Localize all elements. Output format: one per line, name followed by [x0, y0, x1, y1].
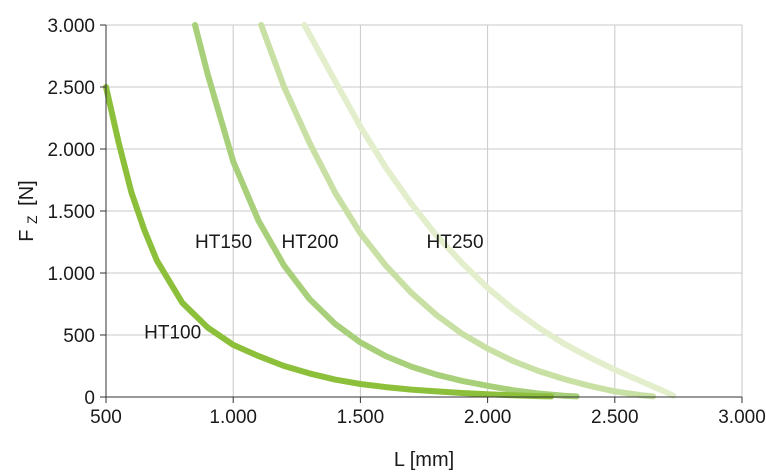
x-tick-label: 1.000 — [209, 407, 257, 428]
y-tick-labels: 0 500 1.000 1.500 2.000 2.500 3.000 — [47, 16, 95, 409]
series-line-ht200 — [258, 22, 656, 400]
grid — [106, 24, 743, 397]
y-tick-label: 0 — [84, 388, 95, 409]
axes — [100, 24, 743, 403]
series-line-ht100 — [103, 84, 555, 400]
series-layer — [103, 22, 677, 400]
x-tick-labels: 500 1.000 1.500 2.000 2.500 3.000 — [90, 407, 766, 428]
y-tick-label: 2.000 — [47, 140, 95, 161]
y-axis-title-main: F — [16, 230, 38, 242]
y-tick-label: 1.500 — [47, 202, 95, 223]
x-tick-label: 3.000 — [718, 407, 766, 428]
series-labels: HT100 HT150 HT200 HT250 — [144, 232, 483, 344]
y-tick-label: 500 — [63, 326, 95, 347]
x-tick-label: 500 — [90, 407, 122, 428]
series-label-ht250: HT250 — [427, 232, 484, 253]
y-axis-title-sub: Z — [24, 215, 40, 224]
x-axis-title: L [mm] — [394, 449, 454, 471]
y-axis-title-unit: [N] — [16, 180, 38, 206]
series-line-ht150 — [192, 22, 580, 400]
y-tick-label: 2.500 — [47, 78, 95, 99]
y-axis-title: F Z [N] — [16, 180, 42, 241]
series-line-ht250 — [301, 22, 677, 399]
y-tick-label: 3.000 — [47, 16, 95, 37]
series-label-ht200: HT200 — [282, 232, 339, 253]
series-label-ht100: HT100 — [144, 323, 201, 344]
x-tick-label: 2.000 — [464, 407, 512, 428]
x-tick-label: 1.500 — [337, 407, 385, 428]
y-tick-label: 1.000 — [47, 264, 95, 285]
x-tick-label: 2.500 — [591, 407, 639, 428]
series-label-ht150: HT150 — [195, 232, 252, 253]
